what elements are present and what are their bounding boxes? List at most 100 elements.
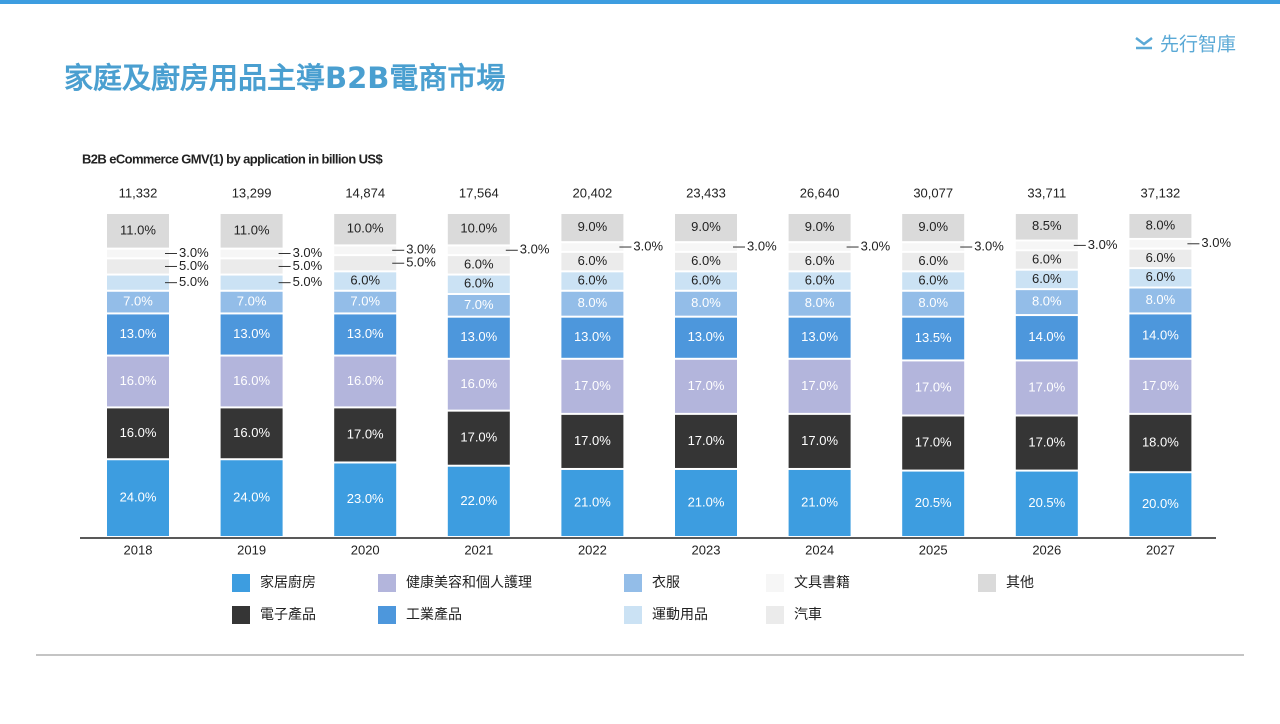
segment-label: 3.0%: [293, 245, 323, 260]
bar-segment: [1129, 473, 1192, 536]
total-label: 20,402: [573, 185, 613, 200]
total-label: 23,433: [686, 185, 726, 200]
segment-label: 6.0%: [1146, 269, 1176, 284]
legend-label: 家居廚房: [260, 574, 316, 591]
top-bar: [0, 0, 1280, 4]
segment-label: 6.0%: [918, 253, 948, 268]
segment-label: 17.0%: [1142, 378, 1179, 393]
segment-label: 21.0%: [574, 494, 611, 509]
segment-label: 9.0%: [578, 219, 608, 234]
segment-label: 3.0%: [633, 238, 663, 253]
segment-label: 6.0%: [464, 276, 494, 291]
total-label: 37,132: [1141, 185, 1181, 200]
bar-segment: [1129, 288, 1192, 313]
legend-label: 工業產品: [406, 606, 462, 623]
bar-segment: [447, 466, 510, 536]
segment-label: 3.0%: [1088, 237, 1118, 252]
segment-label: 17.0%: [574, 378, 611, 393]
subtitle: B2B eCommerce GMV(1) by application in b…: [82, 151, 383, 166]
bar-segment: [220, 275, 283, 290]
segment-label: 6.0%: [691, 272, 721, 287]
segment-label: 13.0%: [574, 329, 611, 344]
segment-label: 8.0%: [805, 295, 835, 310]
segment-label: 5.0%: [179, 274, 209, 289]
bar-segment: [788, 317, 851, 358]
bar-segment: [107, 249, 169, 258]
segment-label: 16.0%: [233, 373, 270, 388]
bar-segment: [1015, 416, 1078, 470]
segment-label: 17.0%: [688, 433, 725, 448]
segment-label: 13.0%: [347, 326, 384, 341]
segment-label: 6.0%: [1146, 250, 1176, 265]
bar-segment: [1129, 314, 1192, 358]
total-label: 13,299: [232, 185, 272, 200]
segment-label: 13.0%: [801, 329, 838, 344]
bar-segment: [334, 272, 397, 290]
legend-label: 健康美容和個人護理: [406, 574, 532, 591]
legend-label: 電子產品: [260, 606, 316, 623]
bar-segment: [788, 243, 851, 251]
segment-label: 23.0%: [347, 491, 384, 506]
segment-label: 17.0%: [801, 378, 838, 393]
bar-segment: [1015, 214, 1078, 240]
bar-segment: [675, 272, 737, 290]
segment-label: 16.0%: [233, 425, 270, 440]
segment-label: 24.0%: [120, 490, 157, 505]
total-label: 14,874: [345, 185, 385, 200]
bar-segment: [1015, 251, 1078, 269]
bar-segment: [788, 272, 851, 290]
segment-label: 6.0%: [691, 253, 721, 268]
segment-label: 3.0%: [1201, 235, 1231, 250]
segment-label: 13.0%: [688, 329, 725, 344]
x-tick-label: 2022: [578, 542, 607, 557]
bar-segment: [902, 252, 965, 271]
bar-segment: [788, 214, 851, 242]
segment-label: 16.0%: [120, 425, 157, 440]
bar-segment: [561, 252, 624, 271]
segment-label: 10.0%: [460, 221, 497, 236]
segment-label: 9.0%: [805, 219, 835, 234]
bar-segment: [334, 246, 397, 255]
segment-label: 5.0%: [293, 258, 323, 273]
segment-label: 3.0%: [747, 238, 777, 253]
segment-label: 7.0%: [237, 294, 267, 309]
bar-segment: [675, 243, 737, 251]
bar-segment: [334, 463, 397, 536]
bar-segment: [902, 291, 965, 316]
x-tick-label: 2019: [237, 542, 266, 557]
bar-segment: [447, 359, 510, 410]
x-tick-label: 2025: [919, 542, 948, 557]
bar-segment: [675, 469, 737, 536]
segment-label: 3.0%: [520, 242, 550, 257]
segment-label: 6.0%: [805, 272, 835, 287]
legend-swatch: [766, 606, 784, 624]
bar-segment: [1129, 414, 1192, 472]
segment-label: 20.5%: [915, 495, 952, 510]
segment-label: 13.0%: [233, 326, 270, 341]
bar-segment: [675, 414, 737, 468]
segment-label: 17.0%: [460, 430, 497, 445]
legend-label: 其他: [1006, 575, 1034, 591]
segment-label: 17.0%: [801, 433, 838, 448]
bar-segment: [1129, 239, 1192, 248]
bar-segment: [447, 411, 510, 465]
bar-segment: [788, 359, 851, 413]
segment-label: 8.5%: [1032, 218, 1062, 233]
bar-segment: [788, 291, 851, 316]
segment-label: 13.0%: [460, 329, 497, 344]
segment-label: 7.0%: [123, 294, 153, 309]
bar-segment: [902, 361, 965, 415]
bar-segment: [334, 256, 397, 271]
segment-label: 8.0%: [1032, 294, 1062, 309]
bar-segment: [447, 214, 510, 245]
segment-label: 20.0%: [1142, 496, 1179, 511]
segment-label: 17.0%: [574, 433, 611, 448]
bar-segment: [220, 356, 283, 407]
segment-label: 8.0%: [918, 295, 948, 310]
bar-segment: [675, 317, 737, 358]
legend-label: 衣服: [652, 575, 680, 591]
title: 家庭及廚房用品主導B2B電商市場: [64, 61, 505, 95]
segment-label: 8.0%: [1146, 217, 1176, 232]
bar-segment: [1129, 214, 1192, 238]
